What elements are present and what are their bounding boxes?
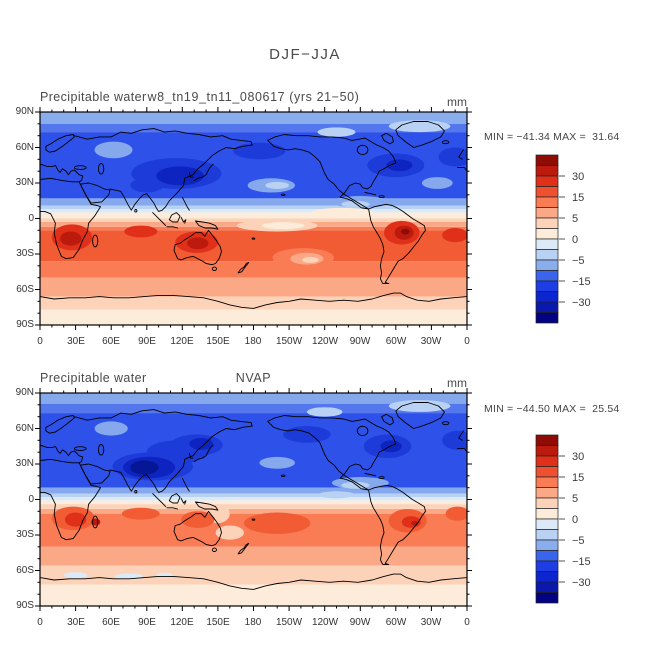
colorbar-tick-label: 0 [572,514,578,526]
y-tick-label: 60N [15,423,34,434]
x-tick-label: 60E [102,617,120,628]
colorbar-tick-label: 30 [572,451,584,463]
panel1-variable-label: Precipitable water [40,90,147,104]
colorbar-plot: 30 15 5 0 −5 −15 −30 [535,434,591,604]
x-tick-label: 30E [67,617,85,628]
y-tick-label: 90N [15,387,34,398]
colorbar-plot: 30 15 5 0 −5 −15 −30 [535,154,591,324]
x-tick-label: 120E [170,336,194,347]
coastlines [40,121,467,309]
x-tick-label: 120W [311,336,339,347]
colorbar-tick-label: −15 [572,556,591,568]
x-tick-label: 150E [206,336,230,347]
x-tick-label: 90E [138,336,156,347]
colorbar-tick-label: 5 [572,493,578,505]
x-tick-label: 120E [170,617,194,628]
x-tick-label: 180 [244,336,262,347]
y-tick-label: 30N [15,177,34,188]
x-tick-label: 120W [311,617,339,628]
x-tick-label: 30W [420,336,442,347]
y-tick-label: 0 [28,494,34,505]
x-tick-label: 150W [275,617,303,628]
panel1-case-title: w8_tn19_tn11_080617 (yrs 21−50) [147,90,360,104]
x-tick-label: 0 [37,336,43,347]
x-tick-label: 30W [420,617,442,628]
colorbar-tick-label: 5 [572,213,578,225]
panel2-colorbar: 30 15 5 0 −5 −15 −30 [535,434,606,606]
y-tick-label: 60S [16,284,34,295]
panel1-map [35,107,472,330]
x-tick-label: 180 [244,617,262,628]
colorbar-tick-label: 15 [572,192,584,204]
x-tick-label: 60W [385,336,407,347]
x-tick-label: 90W [349,336,371,347]
y-tick-label: 90N [15,106,34,117]
panel2-map [35,388,472,611]
panel1-minmax-stats: MIN = −41.34 MAX = 31.64 [484,131,620,143]
map-plot [35,107,472,330]
map-plot [35,388,472,611]
panel1-units-label: mm [447,95,467,109]
coastlines [40,402,467,590]
colorbar-tick-label: 0 [572,234,578,246]
x-tick-label: 60E [102,336,120,347]
panel2-minmax-stats: MIN = −44.50 MAX = 25.54 [484,403,620,415]
x-tick-label: 150W [275,336,303,347]
x-tick-label: 150E [206,617,230,628]
figure-title: DJF−JJA [269,46,341,63]
x-tick-label: 90E [138,617,156,628]
contour-field [40,112,467,325]
axis-ticks [35,388,472,611]
y-tick-label: 30S [16,529,34,540]
colorbar-tick-label: −5 [572,535,585,547]
y-tick-label: 90S [16,600,34,611]
y-tick-label: 60N [15,142,34,153]
x-tick-label: 0 [464,336,470,347]
colorbar-tick-label: −30 [572,577,591,589]
colorbar-tick-label: 30 [572,171,584,183]
y-tick-label: 60S [16,565,34,576]
panel2-case-title: NVAP [235,371,272,385]
panel2-units-label: mm [447,376,467,390]
panel2-variable-label: Precipitable water [40,371,147,385]
axis-ticks [35,107,472,330]
y-tick-label: 30S [16,248,34,259]
panel1-colorbar: 30 15 5 0 −5 −15 −30 [535,154,606,326]
x-tick-label: 0 [37,617,43,628]
x-tick-label: 60W [385,617,407,628]
colorbar-tick-label: −5 [572,255,585,267]
x-tick-label: 0 [464,617,470,628]
x-tick-label: 90W [349,617,371,628]
y-tick-label: 90S [16,319,34,330]
y-tick-label: 0 [28,213,34,224]
x-tick-label: 30E [67,336,85,347]
y-tick-label: 30N [15,458,34,469]
contour-field [40,393,467,606]
colorbar-tick-label: −15 [572,276,591,288]
colorbar-tick-label: 15 [572,472,584,484]
colorbar-tick-label: −30 [572,297,591,309]
